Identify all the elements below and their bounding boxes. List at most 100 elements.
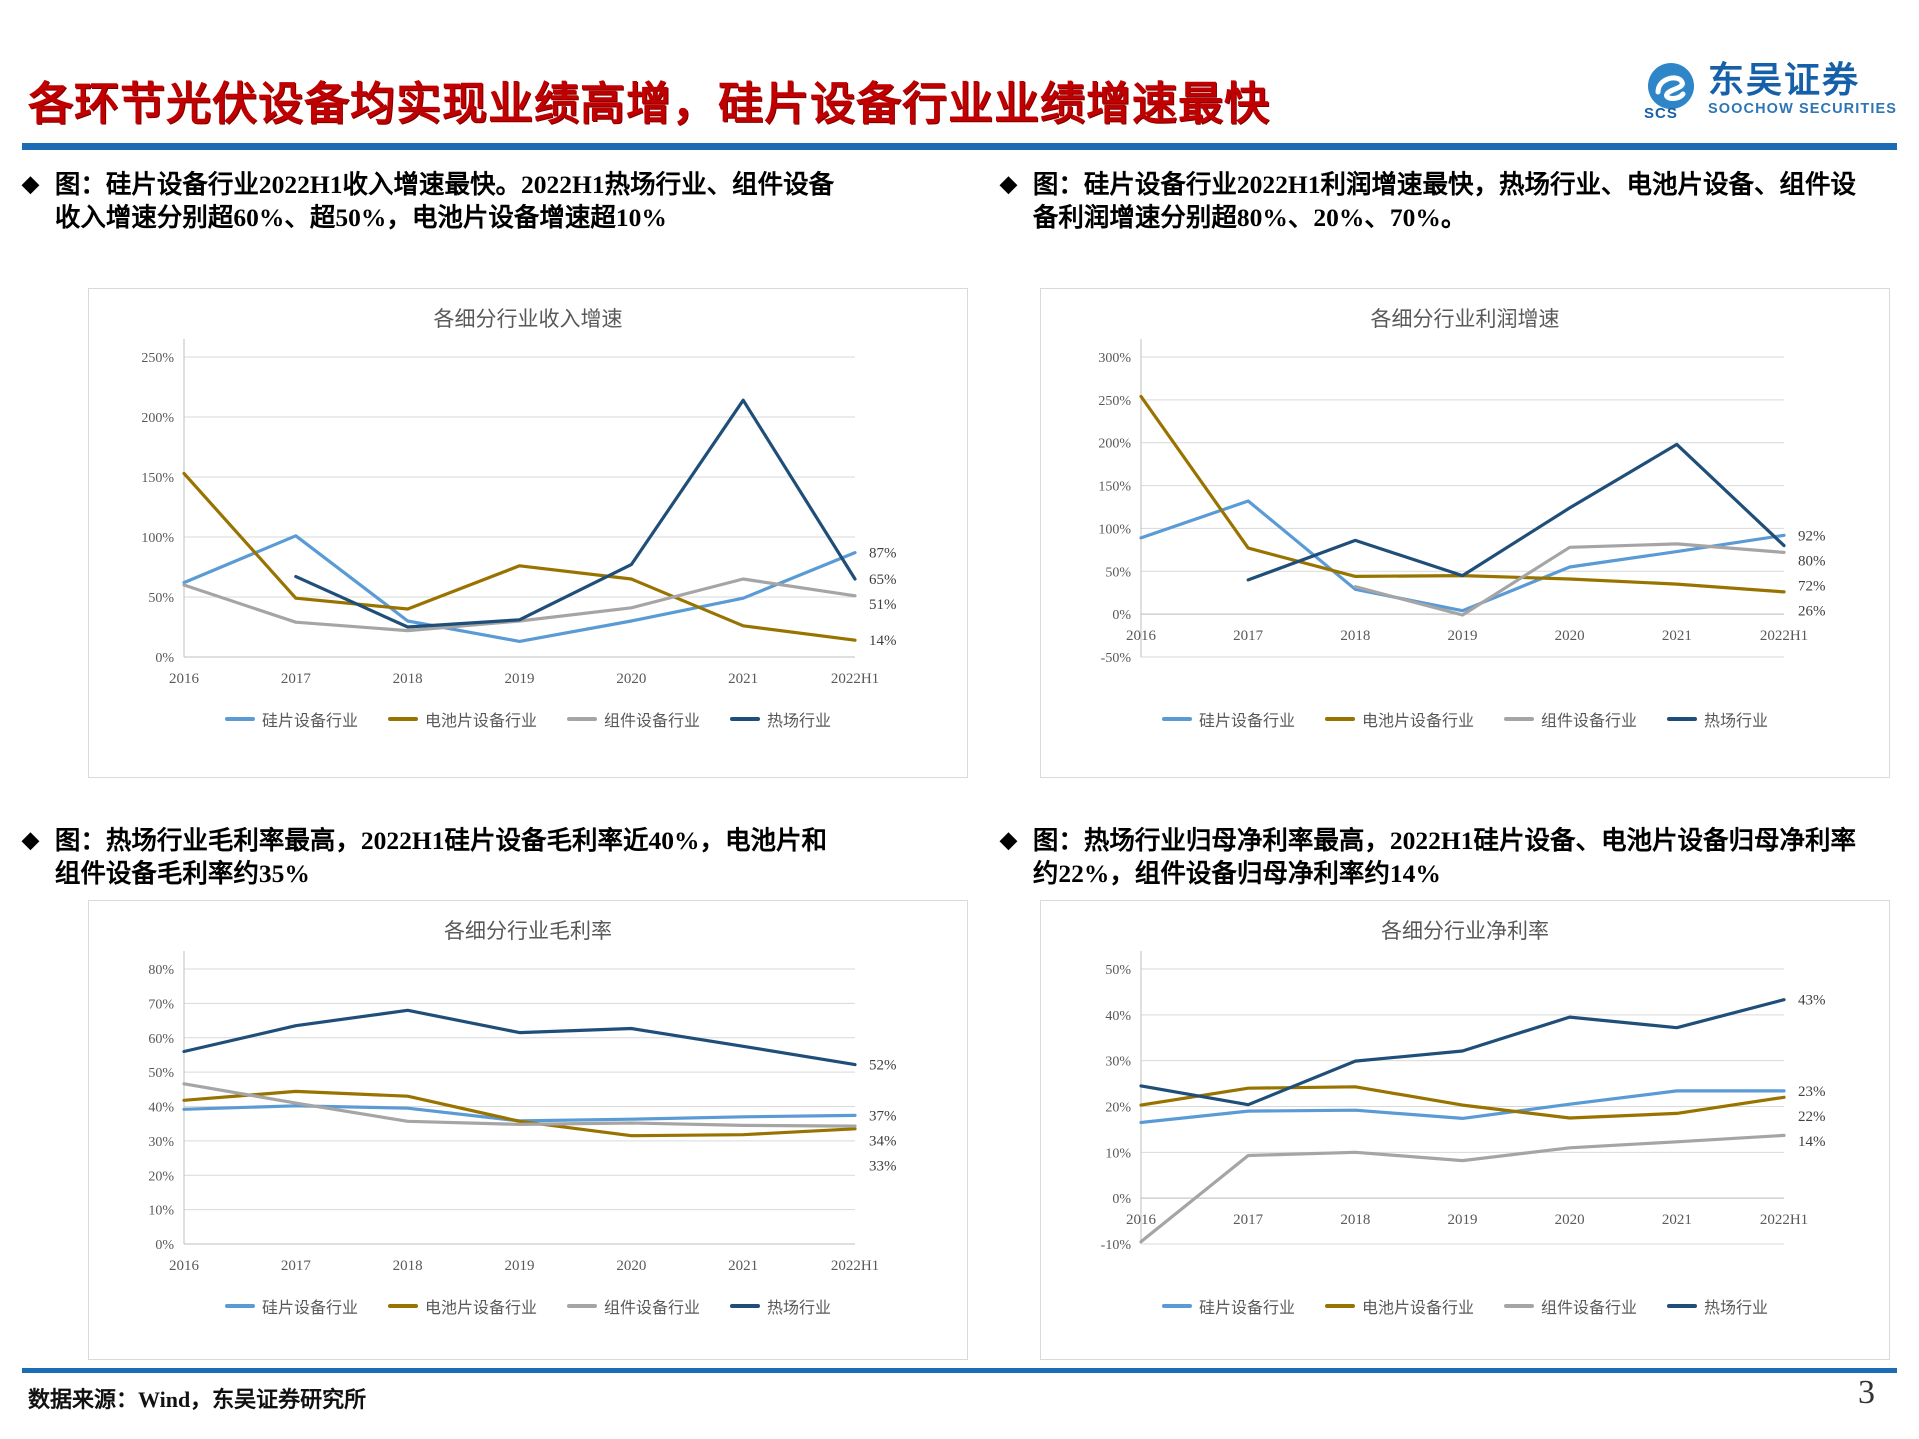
logo-abbr: SCS [1644,105,1678,122]
series-end-label: 92% [1798,528,1826,544]
series-end-label: 37% [869,1108,897,1124]
chart-plot-area: 0% 10% 20% 30% 40% 50% 60% 70% 80% 52% 37% 34% 33% 20… [89,945,967,1290]
x-tick-label: 2017 [1233,628,1264,644]
series-end-label: 80% [1798,553,1826,569]
bullet-bottom-right-text: 图：热场行业归母净利率最高，2022H1硅片设备、电池片设备归母净利率约22%，… [1032,826,1857,889]
chart-svg-net-margin: -10% 0% 10% 20% 30% 40% 50% 43% 23% 22% 14% 2016 201… [1101,951,1826,1253]
series-end-label: 33% [869,1158,897,1174]
series-end-label: 23% [1798,1084,1826,1100]
legend-item[interactable]: 组件设备行业 [1504,1294,1637,1318]
logo-mark-icon: SCS [1642,60,1700,122]
legend-label: 组件设备行业 [1541,1300,1638,1317]
series-end-label: 14% [1798,1134,1826,1150]
svg-text:-50%: -50% [1101,651,1132,666]
series-line [1246,442,1786,582]
bullet-marker-icon: ◆ [1000,171,1017,196]
chart-legend: 硅片设备行业 电池片设备行业 组件设备行业 热场行业 [1041,707,1889,731]
chart-legend: 硅片设备行业 电池片设备行业 组件设备行业 热场行业 [1041,1294,1889,1318]
x-tick-label: 2016 [169,671,200,687]
svg-text:70%: 70% [148,997,174,1012]
series-end-label: 87% [869,546,897,562]
svg-text:100%: 100% [1098,522,1131,537]
svg-text:150%: 150% [141,471,174,486]
x-tick-label: 2021 [728,671,758,687]
legend-item[interactable]: 组件设备行业 [567,707,700,731]
bullet-marker-icon: ◆ [22,827,39,852]
chart-title: 各细分行业毛利率 [444,919,612,943]
x-tick-label: 2020 [616,671,646,687]
legend-item[interactable]: 热场行业 [1667,707,1768,731]
x-tick-label: 2016 [169,1258,200,1274]
x-tick-label: 2020 [1555,1212,1585,1228]
legend-item[interactable]: 硅片设备行业 [1161,707,1295,731]
chart-plot-area: 0% 50% 100% 150% 200% 250% 87% 65% 51% 14% 2016 201… [89,333,967,703]
legend-swatch-icon [224,717,255,721]
svg-text:0%: 0% [155,1238,174,1253]
legend-item[interactable]: 硅片设备行业 [224,707,358,731]
chart-plot-area: -50% 0% 50% 100% 150% 200% 250% 300% 92% 80% 72% 26… [1041,333,1889,703]
svg-text:150%: 150% [1098,480,1131,495]
series-line [1139,1089,1786,1125]
legend-item[interactable]: 热场行业 [730,707,831,731]
legend-item[interactable]: 组件设备行业 [567,1294,700,1318]
x-tick-label: 2021 [1662,628,1692,644]
legend-item[interactable]: 硅片设备行业 [1161,1294,1295,1318]
legend-item[interactable]: 电池片设备行业 [1324,707,1474,731]
logo-chinese-name: 东吴证券 [1708,58,1861,100]
legend-item[interactable]: 热场行业 [1667,1294,1768,1318]
svg-text:300%: 300% [1098,351,1131,366]
page-title: 各环节光伏设备均实现业绩高增，硅片设备行业业绩增速最快 [28,78,1271,129]
legend-item[interactable]: 硅片设备行业 [224,1294,358,1318]
legend-label: 热场行业 [767,1300,832,1317]
svg-text:200%: 200% [1098,437,1131,452]
svg-text:-10%: -10% [1101,1238,1132,1253]
chart-panel-gross-margin: 各细分行业毛利率 0% 10% 20% 30% 40% 50% 60% 70% 80% 52% 37… [88,900,968,1360]
legend-label: 热场行业 [767,713,832,730]
x-tick-label: 2019 [1448,628,1478,644]
series-line [182,1104,857,1123]
svg-text:40%: 40% [1105,1009,1131,1024]
chart-panel-net-margin: 各细分行业净利率 -10% 0% 10% 20% 30% 40% 50% 43% 23% 22% 1… [1040,900,1890,1360]
svg-text:10%: 10% [1105,1146,1131,1161]
legend-swatch-icon [1161,1304,1192,1308]
x-tick-label: 2017 [281,1258,312,1274]
legend-label: 电池片设备行业 [1361,713,1474,730]
series-line [1139,499,1786,613]
legend-swatch-icon [730,1304,761,1308]
legend-item[interactable]: 组件设备行业 [1504,707,1637,731]
legend-label: 硅片设备行业 [261,1300,358,1317]
x-tick-label: 2018 [1340,1212,1370,1228]
chart-panel-profit-growth: 各细分行业利润增速 -50% 0% 50% 100% 150% 200% 250% 300% 9… [1040,288,1890,778]
svg-text:50%: 50% [148,1066,174,1081]
svg-text:50%: 50% [1105,565,1131,580]
series-end-label: 52% [869,1058,897,1074]
series-line [182,1008,857,1067]
series-end-label: 34% [869,1133,897,1149]
series-line [1139,1133,1786,1244]
legend-item[interactable]: 热场行业 [730,1294,831,1318]
bullet-marker-icon: ◆ [22,171,39,196]
svg-text:0%: 0% [155,651,174,666]
series-line [1353,542,1786,617]
slide-header: 各环节光伏设备均实现业绩高增，硅片设备行业业绩增速最快 [0,55,1919,143]
x-tick-label: 2022H1 [831,671,879,687]
footer-divider [22,1368,1897,1373]
x-tick-label: 2021 [728,1258,758,1274]
series-line [182,471,857,642]
legend-item[interactable]: 电池片设备行业 [1324,1294,1474,1318]
bullet-top-right-text: 图：硅片设备行业2022H1利润增速最快，热场行业、电池片设备、组件设备利润增速… [1032,170,1857,233]
legend-label: 硅片设备行业 [1198,713,1295,730]
x-tick-label: 2021 [1662,1212,1692,1228]
series-line [182,534,857,643]
legend-item[interactable]: 电池片设备行业 [387,1294,537,1318]
legend-item[interactable]: 电池片设备行业 [387,707,537,731]
x-tick-label: 2017 [281,671,312,687]
chart-legend: 硅片设备行业 电池片设备行业 组件设备行业 热场行业 [89,707,967,731]
series-end-label: 65% [869,572,897,588]
legend-label: 硅片设备行业 [1198,1300,1295,1317]
chart-svg-revenue-growth: 0% 50% 100% 150% 200% 250% 87% 65% 51% 14% 2016 201… [141,339,897,687]
x-tick-label: 2018 [393,1258,423,1274]
series-line [1139,1085,1786,1120]
x-tick-label: 2022H1 [831,1258,879,1274]
legend-swatch-icon [567,1304,597,1308]
